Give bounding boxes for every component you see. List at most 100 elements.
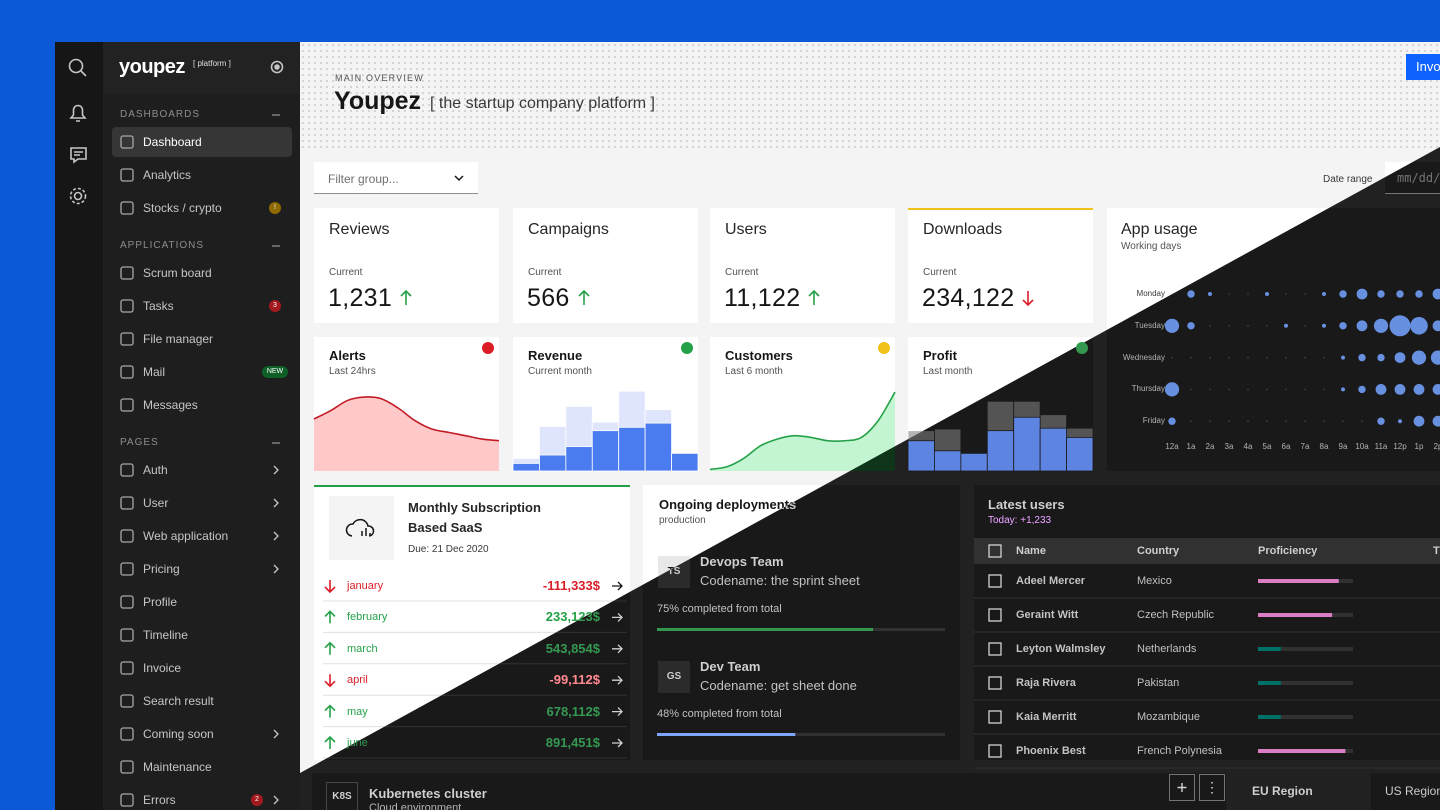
nav-item: Maintenance xyxy=(143,760,212,774)
nav-item: Timeline xyxy=(143,628,188,642)
chevron xyxy=(273,564,279,574)
bar xyxy=(644,422,672,472)
sidebar-section-title: PAGES xyxy=(120,437,159,448)
stat-title: Users xyxy=(725,221,767,238)
amount: 891,451$ xyxy=(545,735,600,750)
bubble xyxy=(1358,385,1366,394)
grid-dot xyxy=(1266,420,1268,423)
nav-active xyxy=(112,127,292,157)
subscription-due: Due: 21 Dec 2020 xyxy=(408,544,489,555)
chevron xyxy=(273,531,279,541)
nav-item: Auth xyxy=(143,463,168,477)
grid-dot xyxy=(1323,388,1325,391)
user-country: Czech Republic xyxy=(1137,609,1215,621)
nav-icon xyxy=(120,135,134,149)
nav-icon xyxy=(120,628,134,642)
bubble-column-label: 2p xyxy=(1433,442,1440,451)
proficiency-bar xyxy=(1258,613,1333,617)
bar xyxy=(565,446,593,472)
bubble xyxy=(1432,384,1440,395)
status-dot xyxy=(681,342,693,354)
user-name: Geraint Witt xyxy=(1016,609,1079,621)
trend-arrow xyxy=(400,289,412,305)
grid-dot xyxy=(1209,325,1211,327)
grid-dot xyxy=(1190,388,1192,391)
progress-bar xyxy=(657,733,796,736)
proficiency-bar xyxy=(1258,681,1281,685)
bubble xyxy=(1208,292,1212,296)
nav-icon xyxy=(120,365,134,379)
cloud-icon xyxy=(345,518,375,537)
stat-caption: Current xyxy=(923,267,957,278)
bar xyxy=(539,454,567,472)
row-arrow xyxy=(612,738,623,748)
bubble xyxy=(1187,322,1195,330)
bubble xyxy=(1356,288,1368,300)
bubble xyxy=(1377,417,1385,425)
bubble xyxy=(1373,318,1389,333)
checkbox xyxy=(988,642,1002,656)
bubble xyxy=(1284,323,1288,328)
header-pattern xyxy=(300,42,1440,150)
grid-dot xyxy=(1285,420,1287,423)
brand-name: youpez xyxy=(119,56,185,78)
grid-dot xyxy=(1190,356,1192,359)
amount: -111,333$ xyxy=(542,578,600,593)
checkbox xyxy=(988,574,1002,588)
card-title: App usage xyxy=(1121,221,1198,238)
bubble xyxy=(1322,292,1326,296)
codename: Codename: get sheet done xyxy=(700,678,857,693)
trend-arrow xyxy=(808,289,820,305)
bubble xyxy=(1394,352,1406,363)
bubble xyxy=(1377,353,1385,362)
header-button xyxy=(1406,54,1440,80)
grid-dot xyxy=(1323,356,1325,359)
nav-item: Tasks xyxy=(143,299,174,313)
stat-caption: Current xyxy=(329,267,363,278)
chevron xyxy=(273,729,279,739)
proficiency-bar xyxy=(1258,749,1346,753)
nav-icon xyxy=(120,266,134,280)
nav-item: User xyxy=(143,496,169,510)
row-arrow xyxy=(612,581,623,591)
nav-icon xyxy=(120,201,134,215)
user-name: Kaia Merritt xyxy=(1016,711,1077,723)
row-arrow xyxy=(612,675,623,685)
card-subtitle: Last 24hrs xyxy=(329,366,376,377)
card-subtitle: production xyxy=(659,515,706,526)
bar xyxy=(960,452,988,472)
row-arrow xyxy=(612,612,623,622)
grid-dot xyxy=(1247,420,1249,423)
bubble xyxy=(1356,320,1368,332)
grid-dot xyxy=(1304,325,1306,327)
bar xyxy=(618,426,646,472)
grid-dot xyxy=(1171,356,1173,359)
grid-dot xyxy=(1247,325,1249,327)
status-dot xyxy=(482,342,494,354)
team-badge-text: GS xyxy=(666,671,682,682)
user-name: Leyton Walmsley xyxy=(1016,643,1106,655)
bar xyxy=(671,452,699,472)
progress-bar xyxy=(657,628,873,631)
column-header: Proficiency xyxy=(1258,545,1318,557)
team-name: Dev Team xyxy=(700,659,761,674)
bubble xyxy=(1430,350,1440,365)
sidebar-section-title: APPLICATIONS xyxy=(120,240,205,251)
nav-badge-text: ! xyxy=(274,204,276,211)
bubble xyxy=(1415,290,1423,298)
bubble xyxy=(1341,387,1345,392)
checkbox xyxy=(988,544,1002,558)
row-arrow xyxy=(612,644,623,654)
nav-item: Coming soon xyxy=(143,727,214,741)
icon-rail xyxy=(55,42,103,810)
nav-icon xyxy=(120,299,134,313)
card-subtitle: Working days xyxy=(1121,241,1182,252)
nav-item: Mail xyxy=(143,365,166,379)
grid-dot xyxy=(1361,420,1363,423)
amount: -99,112$ xyxy=(549,672,600,688)
nav-icon xyxy=(120,168,134,182)
area xyxy=(710,392,895,471)
nav-item: File manager xyxy=(143,332,214,346)
subscription-title: Monthly Subscription Based SaaS xyxy=(408,500,541,535)
